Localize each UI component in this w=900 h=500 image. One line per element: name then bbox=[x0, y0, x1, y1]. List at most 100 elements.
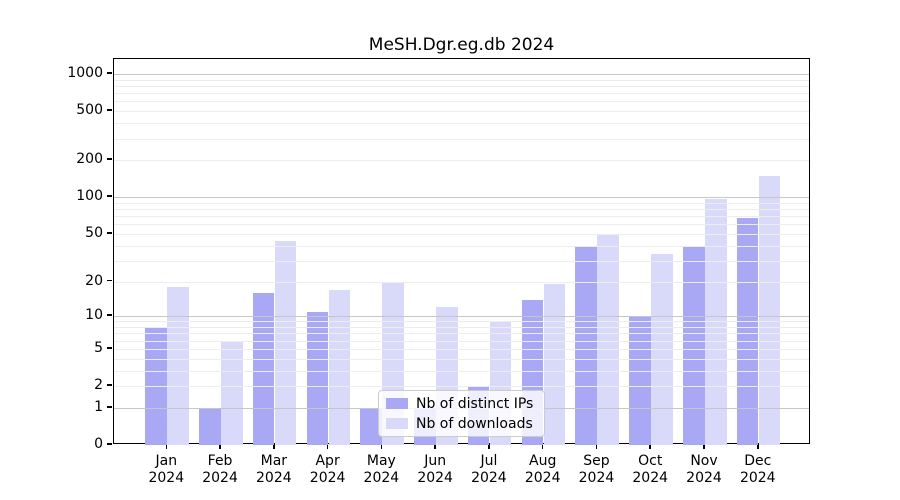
bar-distinct-ips-apr bbox=[306, 311, 329, 445]
y-axis-tick bbox=[107, 232, 112, 234]
x-axis-tick-label: Jan 2024 bbox=[136, 453, 196, 487]
month-label: Feb bbox=[207, 453, 233, 469]
x-axis-tick-label: Nov 2024 bbox=[674, 453, 734, 487]
minor-gridline bbox=[114, 333, 809, 335]
chart-title: MeSH.Dgr.eg.db 2024 bbox=[368, 35, 555, 55]
x-axis-tick-label: Jun 2024 bbox=[405, 453, 465, 487]
x-axis-tick-label: Apr 2024 bbox=[298, 453, 358, 487]
plot-area bbox=[113, 58, 810, 445]
minor-gridline bbox=[114, 245, 809, 247]
bar-distinct-ips-mar bbox=[252, 292, 275, 445]
x-axis-tick-label: Oct 2024 bbox=[620, 453, 680, 487]
x-axis-tick-label: Feb 2024 bbox=[190, 453, 250, 487]
bar-downloads-feb bbox=[221, 340, 243, 445]
x-axis-tick bbox=[165, 444, 168, 449]
x-axis-tick bbox=[488, 444, 490, 449]
x-axis-tick-label: Jul 2024 bbox=[459, 453, 519, 487]
minor-gridline bbox=[114, 202, 809, 204]
x-axis-tick-label: May 2024 bbox=[351, 453, 411, 487]
minor-gridline bbox=[114, 340, 809, 342]
y-axis-tick bbox=[107, 347, 112, 349]
bar-distinct-ips-jan bbox=[145, 327, 167, 445]
y-axis-tick-label: 20 bbox=[85, 272, 103, 289]
year-label: 2024 bbox=[739, 470, 776, 486]
x-axis-tick-label: Dec 2024 bbox=[728, 453, 788, 487]
minor-gridline bbox=[114, 281, 809, 283]
x-axis-tick bbox=[595, 444, 598, 449]
year-label: 2024 bbox=[524, 470, 561, 486]
bar-distinct-ips-nov bbox=[683, 246, 705, 445]
minor-gridline bbox=[114, 101, 809, 103]
minor-gridline bbox=[114, 160, 809, 162]
year-label: 2024 bbox=[471, 470, 507, 486]
legend-item-label: Nb of downloads bbox=[416, 415, 533, 432]
x-axis-tick bbox=[541, 444, 544, 449]
y-axis-tick-label: 200 bbox=[76, 151, 103, 168]
year-label: 2024 bbox=[202, 470, 238, 486]
month-label: Sep bbox=[583, 453, 610, 469]
month-label: Jun bbox=[424, 453, 447, 469]
x-axis-tick-label: Mar 2024 bbox=[244, 453, 304, 487]
bar-distinct-ips-oct bbox=[629, 316, 651, 445]
year-label: 2024 bbox=[632, 470, 669, 486]
minor-gridline bbox=[114, 348, 809, 350]
month-label: Aug bbox=[529, 453, 557, 469]
year-label: 2024 bbox=[686, 470, 722, 486]
y-axis-tick-label: 500 bbox=[76, 102, 103, 119]
y-axis-tick bbox=[107, 406, 112, 408]
y-axis-tick bbox=[107, 279, 112, 282]
y-axis-tick-label: 1000 bbox=[67, 64, 103, 81]
legend-item: Nb of distinct IPs bbox=[379, 396, 544, 412]
y-axis-tick-label: 50 bbox=[85, 224, 103, 241]
minor-gridline bbox=[114, 111, 809, 113]
major-gridline bbox=[114, 73, 809, 75]
y-axis-tick bbox=[107, 314, 112, 316]
year-label: 2024 bbox=[309, 470, 346, 486]
y-axis-tick bbox=[107, 195, 112, 197]
y-axis-tick-label: 100 bbox=[76, 188, 103, 205]
y-axis-tick-label: 1 bbox=[94, 398, 103, 415]
x-axis-tick bbox=[703, 444, 705, 449]
year-label: 2024 bbox=[148, 470, 185, 486]
minor-gridline bbox=[114, 123, 809, 125]
major-gridline bbox=[114, 316, 809, 318]
y-axis-tick-label: 2 bbox=[94, 377, 103, 393]
legend-item-label: Nb of distinct IPs bbox=[416, 395, 534, 412]
x-axis-tick bbox=[326, 444, 329, 449]
bar-downloads-aug bbox=[543, 284, 566, 445]
bar-distinct-ips-feb bbox=[199, 407, 221, 445]
major-gridline bbox=[114, 197, 809, 199]
month-label: Apr bbox=[315, 453, 340, 469]
x-axis-tick-label: Sep 2024 bbox=[566, 453, 626, 487]
bar-distinct-ips-dec bbox=[736, 218, 759, 445]
minor-gridline bbox=[114, 386, 809, 387]
minor-gridline bbox=[114, 327, 809, 328]
x-axis-tick bbox=[434, 444, 436, 449]
x-axis-tick bbox=[273, 444, 275, 449]
y-axis-tick bbox=[107, 443, 112, 445]
minor-gridline bbox=[114, 224, 809, 226]
y-axis-tick-label: 10 bbox=[85, 307, 103, 324]
minor-gridline bbox=[114, 93, 809, 95]
month-label: Oct bbox=[638, 453, 663, 469]
y-axis-tick-label: 0 bbox=[94, 436, 103, 452]
year-label: 2024 bbox=[578, 470, 615, 486]
x-axis-tick bbox=[649, 444, 651, 449]
legend-item: Nb of downloads bbox=[379, 416, 544, 432]
minor-gridline bbox=[114, 370, 809, 372]
minor-gridline bbox=[114, 260, 809, 262]
minor-gridline bbox=[114, 358, 809, 360]
minor-gridline bbox=[114, 209, 809, 211]
y-axis-tick-label: 5 bbox=[94, 339, 103, 356]
y-axis-tick bbox=[107, 158, 112, 160]
month-label: Nov bbox=[690, 453, 718, 469]
bar-downloads-dec bbox=[758, 175, 781, 445]
bar-distinct-ips-may bbox=[360, 407, 382, 445]
legend-color-swatch bbox=[386, 418, 408, 429]
month-label: Mar bbox=[260, 453, 288, 469]
minor-gridline bbox=[114, 79, 809, 81]
bar-downloads-apr bbox=[328, 289, 351, 445]
minor-gridline bbox=[114, 216, 809, 218]
year-label: 2024 bbox=[363, 470, 400, 486]
